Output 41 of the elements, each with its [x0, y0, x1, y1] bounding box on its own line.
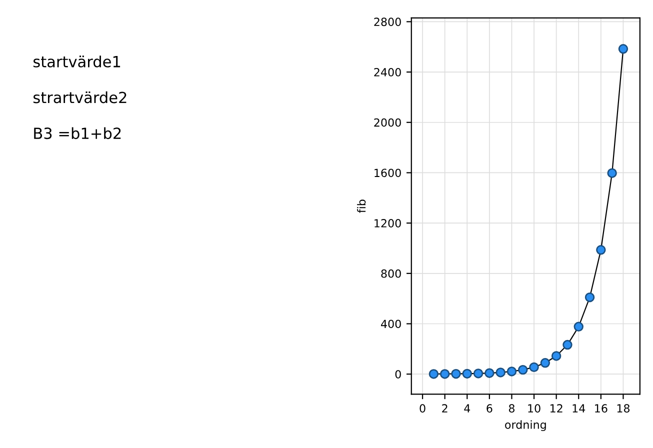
x-tick-label: 16 — [595, 404, 608, 413]
x-tick-label: 10 — [528, 404, 540, 413]
point — [607, 168, 617, 178]
point — [562, 340, 572, 350]
x-tick-label: 14 — [572, 404, 586, 412]
point — [584, 292, 595, 302]
point — [462, 368, 472, 379]
y-tick-label: 1600 — [374, 168, 401, 178]
x-tick-label: 2 — [442, 404, 448, 412]
point — [440, 369, 450, 379]
x-tick-label: 6 — [486, 404, 492, 413]
y-axis-title: fib — [357, 200, 366, 213]
point — [506, 366, 517, 376]
text: B3 =b1+b2 — [34, 127, 121, 140]
y-tick-label: 1200 — [374, 219, 401, 228]
point — [484, 368, 494, 378]
point — [551, 351, 562, 361]
point — [574, 322, 584, 332]
y-tick-label: 0 — [395, 370, 401, 378]
y-tick-label: 2400 — [374, 68, 401, 76]
point — [496, 368, 506, 378]
point — [618, 44, 628, 54]
point — [428, 369, 439, 379]
point — [596, 245, 606, 255]
x-tick-label: 4 — [464, 404, 470, 412]
x-axis-title: ordning — [505, 420, 546, 432]
point — [529, 362, 539, 372]
point — [540, 358, 550, 368]
point — [518, 364, 528, 375]
y-tick-label: 400 — [381, 320, 401, 328]
point — [473, 368, 484, 378]
x-tick-label: 18 — [617, 404, 630, 413]
text: strartvärde2 — [33, 91, 126, 104]
y-tick-label: 800 — [381, 269, 401, 278]
x-tick-label: 8 — [508, 404, 515, 413]
point — [451, 368, 461, 379]
x-tick-label: 0 — [420, 404, 426, 413]
y-tick-label: 2800 — [374, 18, 401, 26]
x-tick-label: 12 — [550, 404, 562, 412]
y-tick-label: 2000 — [374, 118, 401, 127]
text: startvärde1 — [33, 56, 120, 68]
